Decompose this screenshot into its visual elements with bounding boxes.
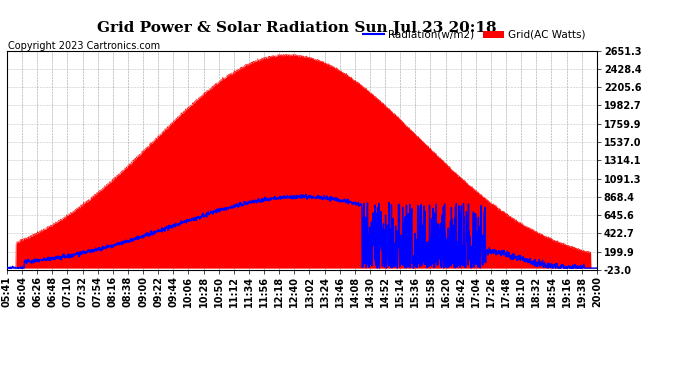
Text: Copyright 2023 Cartronics.com: Copyright 2023 Cartronics.com (8, 41, 160, 51)
Legend: Radiation(w/m2), Grid(AC Watts): Radiation(w/m2), Grid(AC Watts) (359, 26, 589, 44)
Text: Grid Power & Solar Radiation Sun Jul 23 20:18: Grid Power & Solar Radiation Sun Jul 23 … (97, 21, 497, 34)
